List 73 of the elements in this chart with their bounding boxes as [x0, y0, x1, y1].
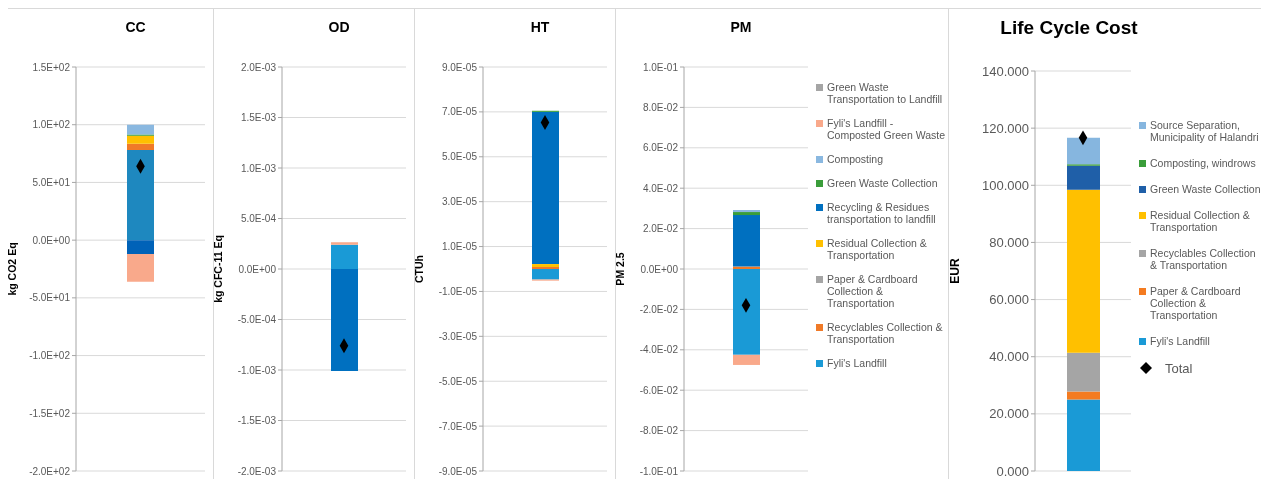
legend-label: Recycling & Residues transportation to landfill	[827, 201, 937, 225]
y-axis-title: kg CFC-11 Eq	[211, 235, 224, 303]
chart-title: OD	[327, 18, 351, 37]
legend-label: Recyclables Collection & Transportation	[827, 321, 944, 345]
y-tick-label: 80.000	[989, 235, 1029, 251]
y-axis-title: PM 2.5	[613, 252, 626, 286]
y-tick-label: -1.5E+02	[29, 407, 71, 419]
y-tick-label: 3.0E-05	[441, 196, 478, 208]
y-tick-label: -5.0E+01	[29, 292, 71, 304]
legend-label: Green Waste Transportation to Landfill	[827, 81, 944, 105]
y-tick-label: -5.0E-04	[237, 314, 277, 326]
y-tick-label: 120.000	[982, 120, 1029, 136]
y-tick-label: 140.000	[982, 63, 1029, 79]
y-tick-label: 1.5E+02	[32, 61, 71, 73]
y-tick-label: -1.0E-03	[237, 364, 277, 376]
legend-label: Fyli's Landfill	[827, 357, 887, 369]
y-tick-label: 60.000	[989, 292, 1029, 308]
legend-label: Fyli's Landfill - Composted Green Waste	[827, 117, 947, 141]
legend-label: Green Waste Collection	[1150, 183, 1261, 195]
y-tick-label: -5.0E-05	[438, 375, 478, 387]
y-tick-label: 5.0E-05	[441, 151, 478, 163]
y-tick-label: 5.0E+01	[32, 176, 71, 188]
y-tick-label: 7.0E-05	[441, 106, 478, 118]
y-tick-label: 2.0E-02	[642, 223, 679, 235]
y-axis-title: EUR	[948, 258, 963, 284]
legend-label: Paper & Cardboard Collection & Transportation	[827, 273, 919, 309]
legend-label: Total	[1165, 361, 1193, 376]
y-axis-title: kg CO2 Eq	[5, 242, 18, 296]
y-tick-label: -7.0E-05	[438, 420, 478, 432]
y-tick-label: -1.0E+02	[29, 350, 71, 362]
y-tick-label: -4.0E-02	[639, 344, 679, 356]
y-tick-label: -6.0E-02	[639, 384, 679, 396]
y-tick-label: 20.000	[989, 406, 1029, 422]
y-tick-label: 0.0E+00	[238, 263, 277, 275]
y-tick-label: 9.0E-05	[441, 61, 478, 73]
legend-label: Green Waste Collection	[827, 177, 938, 189]
y-axis-title: CTUh	[412, 255, 425, 283]
y-tick-label: -2.0E-02	[639, 303, 679, 315]
legend-label: Source Separation, Municipality of Halandri	[1150, 119, 1260, 143]
y-tick-label: -9.0E-05	[438, 465, 478, 477]
y-tick-label: 1.0E-05	[441, 241, 478, 253]
y-tick-label: -3.0E-05	[438, 330, 478, 342]
y-tick-label: 8.0E-02	[642, 101, 679, 113]
legend-label: Recyclables Collection & Transportation	[1150, 247, 1257, 271]
legend-label: Composting, windrows	[1150, 157, 1256, 169]
y-tick-label: 6.0E-02	[642, 142, 679, 154]
y-tick-label: 1.5E-03	[240, 112, 277, 124]
y-tick-label: 0.0E+00	[640, 263, 679, 275]
y-tick-label: -2.0E-03	[237, 465, 277, 477]
y-tick-label: 40.000	[989, 349, 1029, 365]
y-tick-label: 4.0E-02	[642, 182, 679, 194]
legend-label: Residual Collection & Transportation	[1150, 209, 1251, 233]
y-tick-label: 1.0E-01	[642, 61, 679, 73]
y-tick-label: -2.0E+02	[29, 465, 71, 477]
legend-label: Composting	[827, 153, 884, 165]
y-tick-label: 100.000	[982, 177, 1029, 193]
y-tick-label: 5.0E-04	[240, 213, 277, 225]
chart-title: HT	[529, 18, 551, 37]
y-tick-label: 1.0E+02	[32, 119, 71, 131]
chart-title: Life Cycle Cost	[999, 16, 1139, 40]
legend-label: Residual Collection & Transportation	[827, 237, 928, 261]
y-tick-label: -1.0E-01	[639, 465, 679, 477]
legend-label: Paper & Cardboard Collection & Transportation	[1150, 285, 1242, 321]
chart-title: PM	[729, 18, 753, 37]
y-tick-label: 0.0E+00	[32, 234, 71, 246]
y-tick-label: 2.0E-03	[240, 61, 277, 73]
y-tick-label: 1.0E-03	[240, 162, 277, 174]
legend-label: Fyli's Landfill	[1150, 335, 1210, 347]
y-tick-label: -8.0E-02	[639, 425, 679, 437]
y-tick-label: -1.5E-03	[237, 415, 277, 427]
chart-title: CC	[124, 18, 147, 37]
y-tick-label: 0.000	[996, 463, 1029, 479]
y-tick-label: -1.0E-05	[438, 285, 478, 297]
